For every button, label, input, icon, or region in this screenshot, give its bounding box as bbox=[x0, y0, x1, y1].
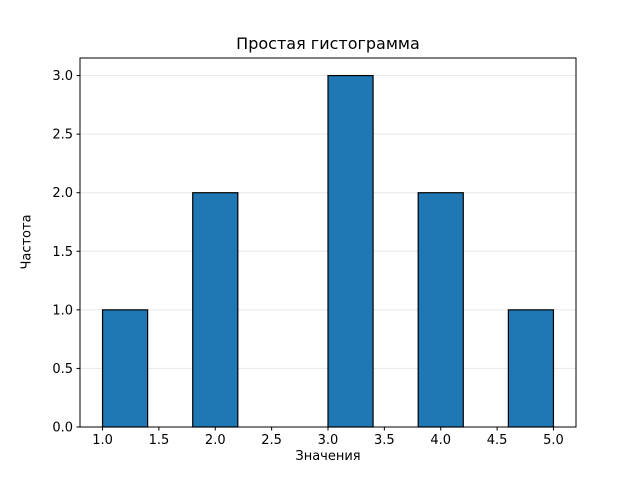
x-tick-label: 4.0 bbox=[430, 433, 451, 448]
x-tick-label: 3.0 bbox=[318, 433, 339, 448]
y-tick-label: 3.0 bbox=[52, 69, 73, 84]
x-tick-label: 2.5 bbox=[261, 433, 282, 448]
x-axis-label: Значения bbox=[295, 449, 361, 464]
x-tick-label: 4.5 bbox=[487, 433, 508, 448]
histogram-bar bbox=[417, 192, 464, 428]
x-tick-label: 1.5 bbox=[149, 433, 170, 448]
histogram-bar bbox=[327, 74, 374, 428]
x-tick-label: 1.0 bbox=[92, 433, 113, 448]
histogram-bar bbox=[101, 309, 149, 428]
x-tick-label: 2.0 bbox=[205, 433, 226, 448]
chart-title: Простая гистограмма bbox=[236, 34, 420, 53]
x-tick-label: 5.0 bbox=[543, 433, 564, 448]
y-tick-label: 2.0 bbox=[52, 186, 73, 201]
y-tick-label: 1.5 bbox=[52, 245, 73, 260]
y-tick-label: 0.0 bbox=[52, 421, 73, 436]
histogram-bar bbox=[507, 309, 555, 428]
y-tick-label: 2.5 bbox=[52, 128, 73, 143]
histogram-bar bbox=[192, 192, 239, 428]
y-tick-label: 0.5 bbox=[52, 362, 73, 377]
x-tick-label: 3.5 bbox=[374, 433, 395, 448]
y-tick-label: 1.0 bbox=[52, 303, 73, 318]
